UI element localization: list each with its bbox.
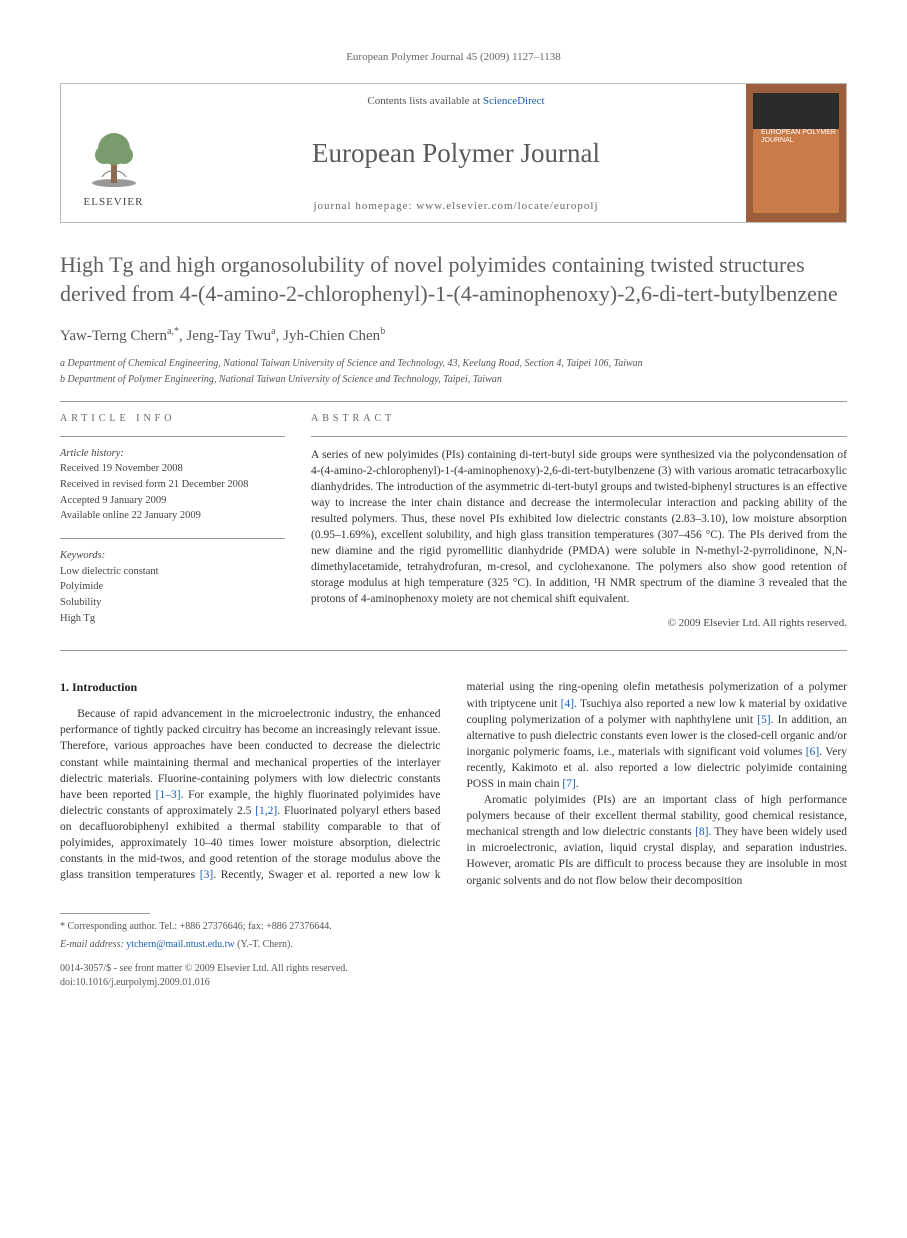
article-title: High Tg and high organosolubility of nov… xyxy=(60,251,847,308)
author-1: Yaw-Terng Chern xyxy=(60,328,167,344)
running-head: European Polymer Journal 45 (2009) 1127–… xyxy=(60,50,847,65)
history-online: Available online 22 January 2009 xyxy=(60,509,285,524)
keyword: High Tg xyxy=(60,612,285,627)
contents-prefix: Contents lists available at xyxy=(367,95,482,107)
journal-masthead: ELSEVIER Contents lists available at Sci… xyxy=(60,83,847,223)
keyword: Polyimide xyxy=(60,580,285,595)
keywords-block: Keywords: Low dielectric constant Polyim… xyxy=(60,549,285,626)
cover-title-text: EUROPEAN POLYMER JOURNAL xyxy=(761,129,839,144)
homepage-prefix: journal homepage: xyxy=(313,200,416,212)
citation-link[interactable]: [8] xyxy=(695,826,708,838)
abstract-text: A series of new polyimides (PIs) contain… xyxy=(311,447,847,608)
publisher-block: ELSEVIER xyxy=(61,84,166,222)
citation-link[interactable]: [4] xyxy=(561,698,574,710)
citation-link[interactable]: [6] xyxy=(806,746,819,758)
article-history: Article history: Received 19 November 20… xyxy=(60,447,285,524)
author-2: , Jeng-Tay Twu xyxy=(179,328,271,344)
history-label: Article history: xyxy=(60,447,285,462)
author-3: , Jyh-Chien Chen xyxy=(276,328,381,344)
publisher-name: ELSEVIER xyxy=(84,195,144,210)
citation-link[interactable]: [7] xyxy=(562,778,575,790)
article-info-column: ARTICLE INFO Article history: Received 1… xyxy=(60,412,285,641)
section-rule xyxy=(60,401,847,402)
citation-link[interactable]: [3] xyxy=(200,869,213,881)
author-1-affil: a,* xyxy=(167,326,179,337)
author-list: Yaw-Terng Cherna,*, Jeng-Tay Twua, Jyh-C… xyxy=(60,325,847,347)
abstract-column: ABSTRACT A series of new polyimides (PIs… xyxy=(311,412,847,641)
info-rule-2 xyxy=(60,538,285,539)
page-footer: * Corresponding author. Tel.: +886 27376… xyxy=(60,913,847,990)
article-info-head: ARTICLE INFO xyxy=(60,412,285,426)
abstract-head: ABSTRACT xyxy=(311,412,847,426)
abstract-rule xyxy=(311,436,847,437)
journal-cover-block: EUROPEAN POLYMER JOURNAL xyxy=(746,84,846,222)
history-received: Received 19 November 2008 xyxy=(60,462,285,477)
journal-cover-thumb: EUROPEAN POLYMER JOURNAL xyxy=(753,93,839,213)
journal-homepage: journal homepage: www.elsevier.com/locat… xyxy=(180,199,732,214)
history-revised: Received in revised form 21 December 200… xyxy=(60,478,285,493)
keywords-label: Keywords: xyxy=(60,549,285,564)
masthead-center: Contents lists available at ScienceDirec… xyxy=(166,84,746,222)
affiliation-b: b Department of Polymer Engineering, Nat… xyxy=(60,373,847,387)
affiliations: a Department of Chemical Engineering, Na… xyxy=(60,357,847,387)
doi-line: doi:10.1016/j.eurpolymj.2009.01.016 xyxy=(60,976,847,990)
corresponding-author: * Corresponding author. Tel.: +886 27376… xyxy=(60,920,847,934)
info-rule xyxy=(60,436,285,437)
body-text: . xyxy=(576,778,579,790)
email-attribution: (Y.-T. Chern). xyxy=(237,939,293,950)
citation-link[interactable]: [5] xyxy=(757,714,770,726)
sciencedirect-link[interactable]: ScienceDirect xyxy=(483,95,545,107)
journal-name: European Polymer Journal xyxy=(180,135,732,173)
corresponding-email-line: E-mail address: ytchern@mail.ntust.edu.t… xyxy=(60,938,847,952)
section-heading: 1. Introduction xyxy=(60,679,441,696)
issn-line: 0014-3057/$ - see front matter © 2009 El… xyxy=(60,962,847,976)
citation-link[interactable]: [1–3] xyxy=(156,789,181,801)
email-link[interactable]: ytchern@mail.ntust.edu.tw xyxy=(126,939,234,950)
body-paragraph: Aromatic polyimides (PIs) are an importa… xyxy=(467,792,848,889)
citation-link[interactable]: [1,2] xyxy=(255,805,277,817)
footer-rule xyxy=(60,913,150,914)
abstract-copyright: © 2009 Elsevier Ltd. All rights reserved… xyxy=(311,616,847,631)
contents-availability: Contents lists available at ScienceDirec… xyxy=(180,94,732,109)
homepage-url[interactable]: www.elsevier.com/locate/europolj xyxy=(416,200,598,212)
history-accepted: Accepted 9 January 2009 xyxy=(60,494,285,509)
article-body: 1. Introduction Because of rapid advance… xyxy=(60,679,847,888)
author-3-affil: b xyxy=(380,326,385,337)
affiliation-a: a Department of Chemical Engineering, Na… xyxy=(60,357,847,371)
keyword: Low dielectric constant xyxy=(60,565,285,580)
section-rule-2 xyxy=(60,650,847,651)
email-label: E-mail address: xyxy=(60,939,124,950)
elsevier-logo-icon xyxy=(84,129,144,189)
keyword: Solubility xyxy=(60,596,285,611)
body-text: Because of rapid advancement in the micr… xyxy=(60,708,441,800)
